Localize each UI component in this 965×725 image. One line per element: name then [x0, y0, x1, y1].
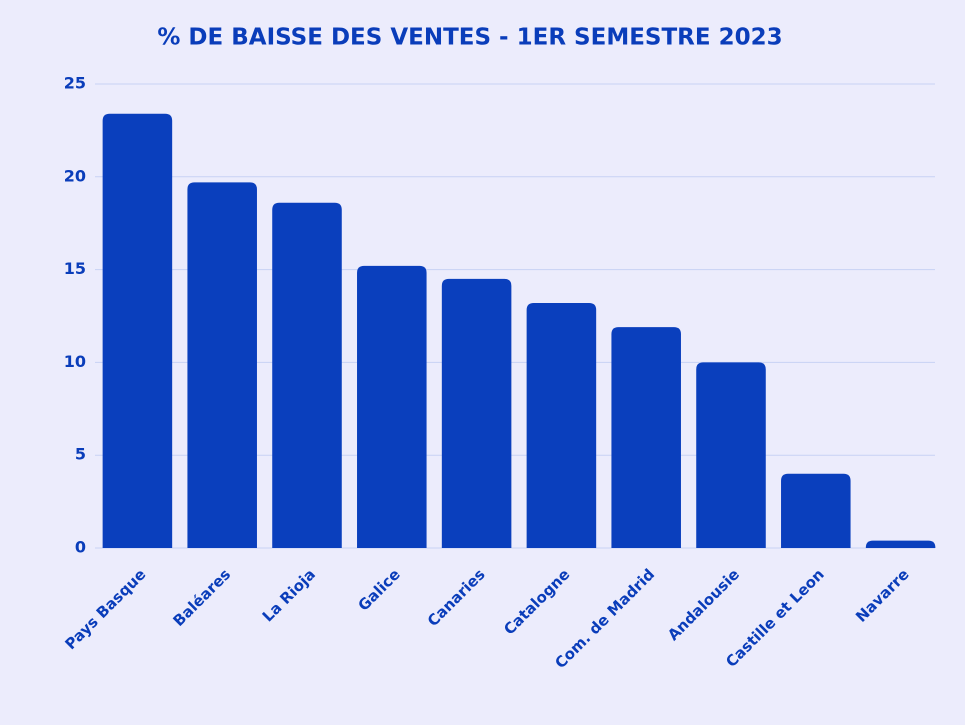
- x-tick-label: Andalousie: [664, 565, 743, 644]
- bar: [696, 362, 766, 548]
- bar: [611, 327, 681, 548]
- bar: [441, 278, 512, 548]
- y-tick-label: 0: [75, 538, 86, 557]
- y-tick-label: 20: [64, 166, 86, 185]
- bar: [272, 202, 342, 548]
- x-tick-label: Galice: [354, 565, 403, 614]
- y-tick-label: 10: [64, 352, 86, 371]
- bar: [102, 113, 173, 549]
- y-tick-label: 25: [64, 74, 86, 93]
- bar: [865, 540, 936, 548]
- y-tick-label: 5: [75, 445, 86, 464]
- x-tick-label: Baléares: [170, 565, 235, 630]
- chart-title: % DE BAISSE DES VENTES - 1ER SEMESTRE 20…: [157, 25, 782, 51]
- x-tick-label: Navarre: [852, 565, 912, 625]
- bar: [187, 182, 257, 549]
- bar: [357, 265, 427, 548]
- bar: [526, 303, 597, 548]
- bar: [781, 473, 851, 548]
- x-tick-label: Catalogne: [500, 565, 573, 638]
- y-tick-label: 15: [64, 259, 86, 278]
- x-tick-label: Canaries: [424, 565, 489, 630]
- x-tick-label: La Rioja: [259, 565, 319, 625]
- x-tick-label: Pays Basque: [62, 565, 150, 653]
